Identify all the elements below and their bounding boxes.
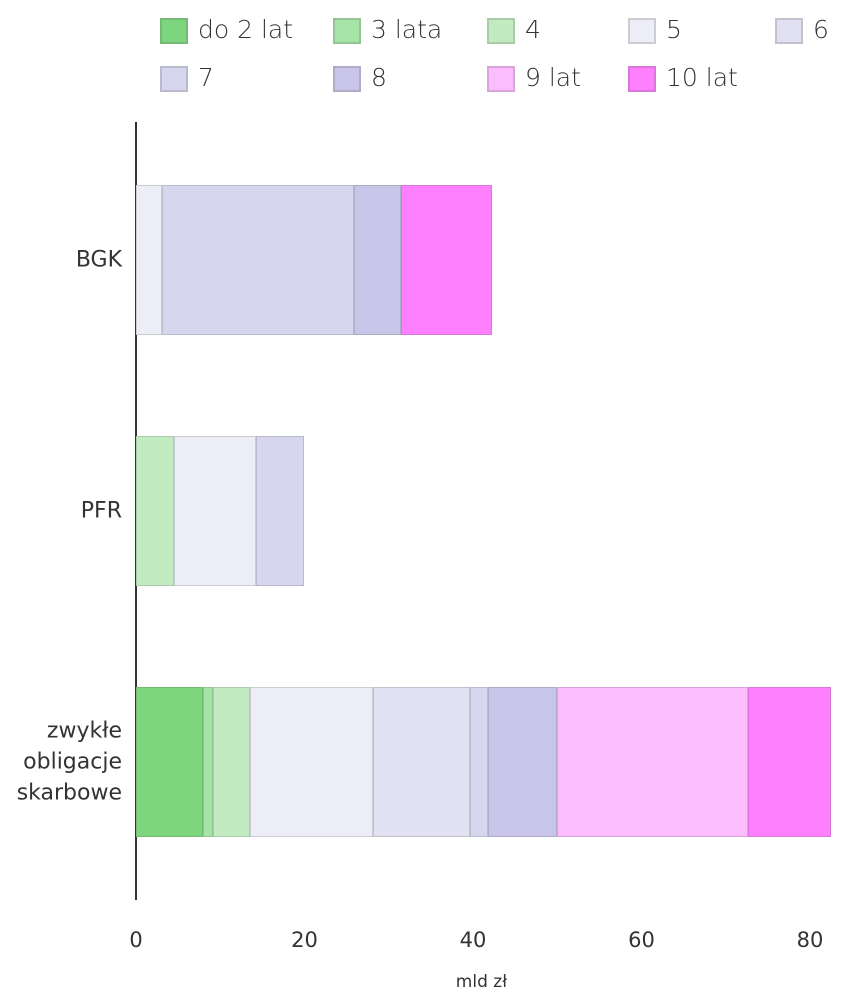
category-label: PFR: [80, 498, 122, 523]
bar: [212, 686, 250, 837]
legend-swatch: [775, 18, 803, 44]
legend-swatch: [333, 18, 361, 44]
bar: [136, 686, 204, 837]
x-axis-title: mld zł: [455, 972, 508, 992]
bar: [488, 686, 558, 837]
bar: [400, 184, 492, 335]
x-tick-label: 40: [459, 928, 487, 952]
bar: [748, 686, 832, 837]
x-tick-label: 80: [796, 928, 824, 952]
legend-label: 5: [666, 15, 682, 44]
legend-label: 3 lata: [371, 15, 443, 44]
bar: [470, 686, 489, 837]
legend-label: 9 lat: [525, 63, 581, 92]
legend-label: do 2 lat: [198, 15, 294, 44]
legend-swatch: [160, 66, 188, 92]
legend-swatch: [628, 18, 656, 44]
bar: [557, 686, 749, 837]
legend-swatch: [333, 66, 361, 92]
bar: [249, 686, 373, 837]
legend-label: 6: [813, 15, 829, 44]
legend-label: 10 lat: [666, 63, 738, 92]
bar: [136, 435, 174, 586]
x-tick-label: 60: [628, 928, 655, 952]
bar: [173, 435, 257, 586]
x-tick-label: 0: [129, 928, 143, 952]
legend-label: 4: [525, 15, 541, 44]
bar: [372, 686, 471, 837]
category-label: zwykłe obligacje skarbowe: [16, 718, 122, 805]
legend-label: 7: [198, 63, 214, 92]
y-axis: [135, 122, 137, 900]
bar: [256, 435, 304, 586]
bar: [136, 184, 163, 335]
bar: [162, 184, 355, 335]
legend-swatch: [628, 66, 656, 92]
legend-swatch: [160, 18, 188, 44]
legend-swatch: [487, 66, 515, 92]
legend-swatch: [487, 18, 515, 44]
legend-label: 8: [371, 63, 387, 92]
bar: [354, 184, 401, 335]
category-label: BGK: [75, 247, 122, 272]
x-tick-label: 20: [291, 928, 318, 952]
bar: [203, 686, 213, 837]
